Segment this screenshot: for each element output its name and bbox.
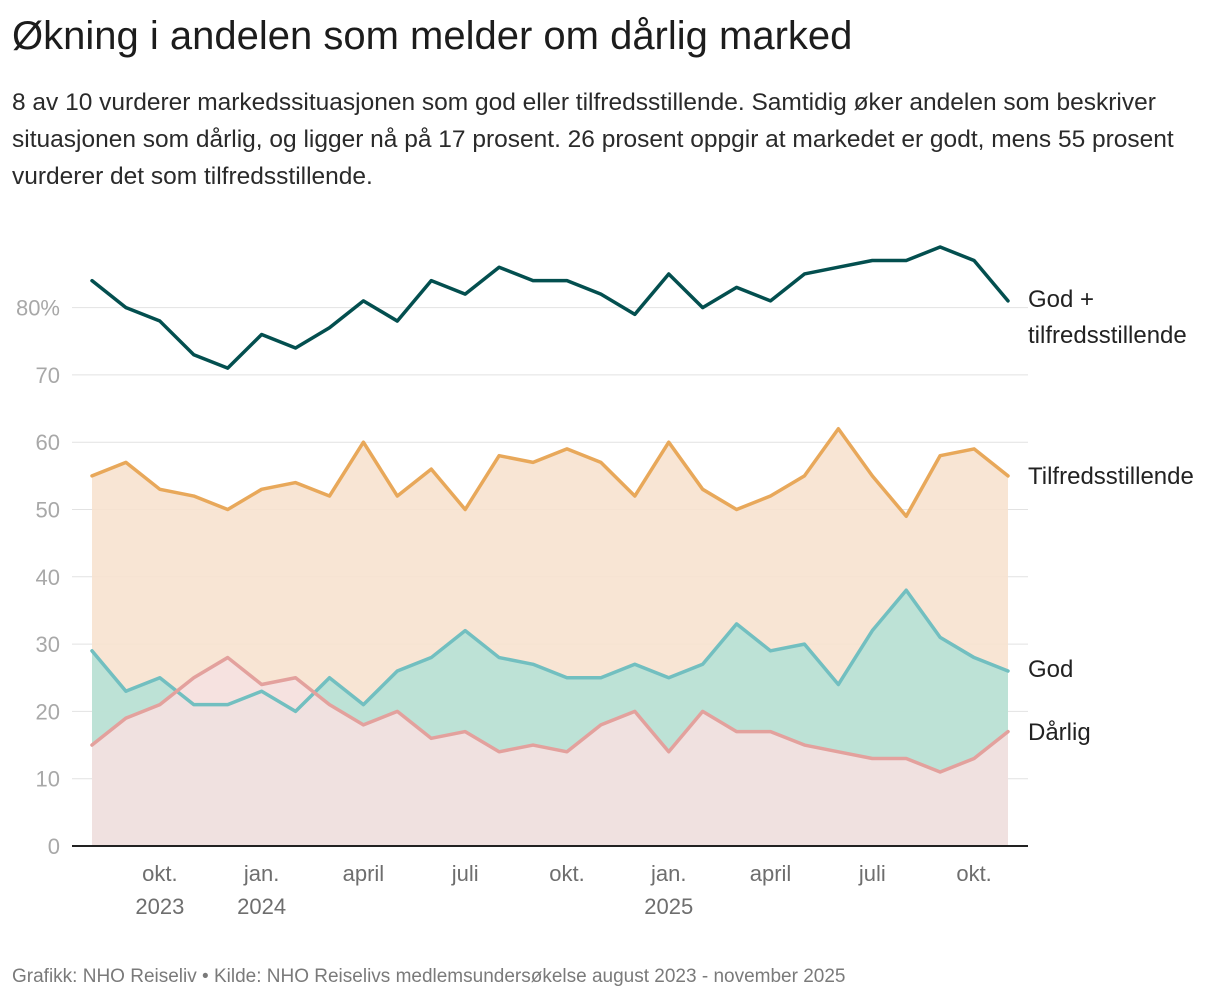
x-tick-label: okt. — [142, 861, 177, 886]
series-lines — [90, 245, 1010, 774]
y-tick-label: 0 — [48, 834, 60, 859]
series-label-god: God — [1028, 656, 1073, 683]
series-label-tilfredsstillende: Tilfredsstillende — [1028, 463, 1194, 490]
x-tick-year-label: 2025 — [644, 894, 693, 919]
series-areas — [92, 428, 1008, 846]
chart-subtitle: 8 av 10 vurderer markedssituasjonen som … — [12, 89, 1174, 190]
series-line-tilfredsstillende — [90, 426, 1010, 518]
series-label-darlig: Dårlig — [1028, 719, 1091, 746]
series-labels: God + tilfredsstillende Tilfredsstillende G… — [1028, 286, 1194, 746]
y-tick-label: 70 — [36, 363, 60, 388]
x-tick-label: okt. — [549, 861, 584, 886]
x-tick-label: april — [750, 861, 792, 886]
x-tick-label: april — [343, 861, 385, 886]
x-tick-label: juli — [451, 861, 479, 886]
chart-title: Økning i andelen som melder om dårlig ma… — [12, 14, 853, 58]
x-tick-year-label: 2023 — [135, 894, 184, 919]
y-tick-label: 30 — [36, 632, 60, 657]
axes: 0 10 20 30 40 50 60 70 80% okt. 2023 jan. 2024 april j… — [16, 296, 1028, 919]
y-tick-label: 50 — [36, 498, 60, 523]
area-d-rlig — [92, 657, 1008, 846]
series-line-d-rlig — [90, 655, 1010, 774]
series-label-total: tilfredsstillende — [1028, 322, 1187, 349]
x-tick-label: jan. — [243, 861, 279, 886]
y-tick-label: 10 — [36, 767, 60, 792]
x-tick-label: jan. — [650, 861, 686, 886]
series-label-total: God + — [1028, 286, 1094, 313]
series-line-god-tilfredsstillende — [90, 245, 1010, 370]
series-line-god — [90, 588, 1010, 714]
source-credit: Grafikk: NHO Reiseliv • Kilde: NHO Reise… — [12, 966, 846, 987]
y-tick-label: 20 — [36, 699, 60, 724]
y-tick-label: 40 — [36, 565, 60, 590]
y-tick-label: 80% — [16, 296, 60, 321]
x-tick-label: okt. — [956, 861, 991, 886]
x-tick-year-label: 2024 — [237, 894, 286, 919]
y-tick-label: 60 — [36, 430, 60, 455]
x-tick-label: juli — [858, 861, 886, 886]
